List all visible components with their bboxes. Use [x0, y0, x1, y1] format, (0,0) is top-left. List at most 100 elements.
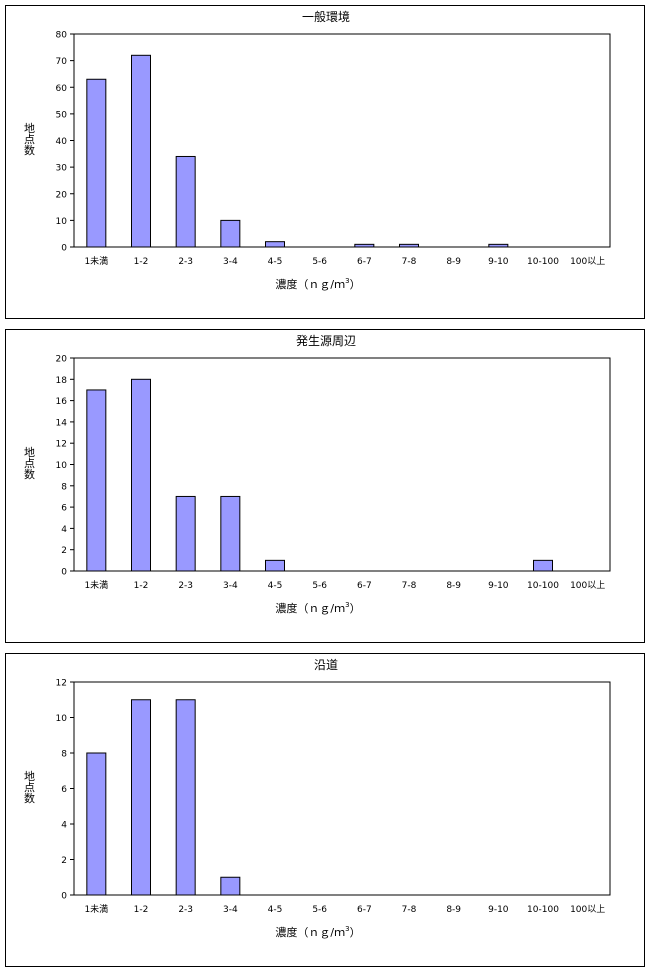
bar	[533, 559, 553, 572]
y-tick-label: 0	[61, 568, 67, 578]
y-axis-label: 地点数	[23, 446, 36, 480]
plot-area	[73, 681, 611, 896]
x-tick-label: 9-10	[488, 905, 509, 915]
y-axis-label: 地点数	[23, 122, 36, 156]
x-tick-label: 100以上	[570, 580, 605, 591]
bar	[354, 243, 375, 248]
bar	[220, 876, 241, 896]
bar	[265, 559, 285, 572]
x-tick-label: 4-5	[268, 257, 283, 267]
y-tick-label: 0	[61, 892, 67, 902]
x-tick-label: 3-4	[223, 581, 238, 591]
bar	[265, 241, 285, 248]
y-tick-label: 50	[56, 110, 68, 120]
bar	[131, 699, 151, 896]
bar	[86, 389, 107, 572]
y-tick-label: 30	[56, 164, 68, 174]
y-tick-label: 16	[56, 397, 68, 407]
y-tick-label: 8	[61, 482, 67, 492]
x-tick-label: 100以上	[570, 904, 605, 915]
x-tick-label: 3-4	[223, 257, 238, 267]
x-axis-label-end: ）	[350, 602, 361, 615]
x-tick-label: 6-7	[357, 257, 372, 267]
y-tick-label: 0	[61, 244, 67, 254]
y-tick-label: 2	[61, 546, 67, 556]
chart-panel-1: 一般環境 0 10 20 30 40 50 60 70 80 地点数 1未満 1-2 2-3 3-4 4-5 5…	[5, 5, 645, 319]
y-tick-label: 10	[56, 217, 68, 227]
x-tick-label: 100以上	[570, 256, 605, 267]
y-tick-label: 12	[56, 679, 67, 689]
x-tick-label: 7-8	[402, 581, 417, 591]
y-tick-label: 70	[56, 57, 68, 67]
y-tick-label: 12	[56, 440, 67, 450]
x-tick-label: 2-3	[178, 257, 193, 267]
y-tick-label: 14	[56, 418, 68, 428]
x-axis-label-sup: 3	[345, 925, 349, 933]
y-tick-label: 4	[61, 821, 67, 831]
y-tick-label: 60	[56, 84, 68, 94]
x-axis-label: 濃度（ｎｇ/ｍ3）	[275, 601, 360, 615]
bar	[399, 243, 419, 248]
x-tick-label: 10-100	[527, 905, 559, 915]
plot-area	[73, 33, 611, 248]
x-tick-label: 8-9	[446, 581, 461, 591]
x-tick-label: 2-3	[178, 905, 193, 915]
x-axis-label-end: ）	[350, 926, 361, 939]
bar	[220, 495, 241, 572]
y-tick-label: 80	[56, 31, 68, 41]
bar	[131, 54, 151, 248]
x-tick-label: 7-8	[402, 257, 417, 267]
x-axis-label-main: 濃度（ｎｇ/ｍ	[275, 277, 345, 291]
x-axis-label-main: 濃度（ｎｇ/ｍ	[275, 925, 345, 939]
x-tick-label: 1未満	[84, 579, 108, 591]
bar	[86, 752, 107, 896]
y-tick-label: 4	[61, 525, 67, 535]
chart-panel-3: 沿道 0 2 4 6 8 10 12 地点数 1未満 1-2 2-3 3-4 4-5 5-6 6-7 7-8 8-…	[5, 653, 645, 967]
x-tick-label: 9-10	[488, 581, 509, 591]
chart-title: 一般環境	[302, 9, 350, 24]
y-tick-label: 20	[56, 190, 68, 200]
y-tick-label: 10	[56, 714, 68, 724]
x-tick-label: 7-8	[402, 905, 417, 915]
chart-1: 一般環境 0 10 20 30 40 50 60 70 80 地点数 1未満 1-2 2-3 3-4 4-5 5…	[23, 9, 611, 291]
x-tick-label: 10-100	[527, 257, 559, 267]
bar	[175, 495, 196, 572]
x-tick-label: 8-9	[446, 257, 461, 267]
x-tick-label: 6-7	[357, 581, 372, 591]
x-tick-label: 9-10	[488, 257, 509, 267]
x-axis-label-sup: 3	[345, 277, 349, 285]
x-tick-label: 6-7	[357, 905, 372, 915]
y-tick-label: 6	[61, 785, 67, 795]
bar	[220, 219, 241, 248]
y-tick-label: 20	[56, 355, 68, 365]
x-tick-label: 5-6	[312, 905, 327, 915]
bar	[175, 155, 196, 248]
x-tick-label: 1-2	[134, 581, 149, 591]
y-tick-label: 40	[56, 137, 68, 147]
x-tick-label: 3-4	[223, 905, 238, 915]
chart-panel-2: 発生源周辺 0 2 4 6 8 10 12 14 16 18 20 地点数 1未満 1-2 2-3 3-4 4-5…	[5, 329, 645, 643]
plot-area	[73, 357, 611, 572]
x-tick-label: 1未満	[84, 903, 108, 915]
x-tick-label: 1-2	[134, 905, 149, 915]
x-axis-label-sup: 3	[345, 601, 349, 609]
bar	[86, 78, 107, 248]
x-tick-label: 4-5	[268, 581, 283, 591]
y-tick-label: 18	[56, 376, 68, 386]
y-tick-label: 6	[61, 504, 67, 514]
x-tick-label: 5-6	[312, 581, 327, 591]
x-tick-label: 8-9	[446, 905, 461, 915]
y-axis-label: 地点数	[23, 770, 36, 804]
x-axis-label-main: 濃度（ｎｇ/ｍ	[275, 601, 345, 615]
chart-2: 発生源周辺 0 2 4 6 8 10 12 14 16 18 20 地点数 1未満 1-2 2-3 3-4 4-5…	[23, 334, 611, 615]
x-tick-label: 4-5	[268, 905, 283, 915]
bar	[131, 378, 151, 572]
x-tick-label: 1未満	[84, 255, 108, 267]
y-tick-label: 8	[61, 750, 67, 760]
x-tick-label: 10-100	[527, 581, 559, 591]
x-tick-label: 2-3	[178, 581, 193, 591]
bar	[175, 699, 196, 896]
bar	[488, 243, 509, 248]
x-tick-label: 1-2	[134, 257, 149, 267]
x-tick-label: 5-6	[312, 257, 327, 267]
